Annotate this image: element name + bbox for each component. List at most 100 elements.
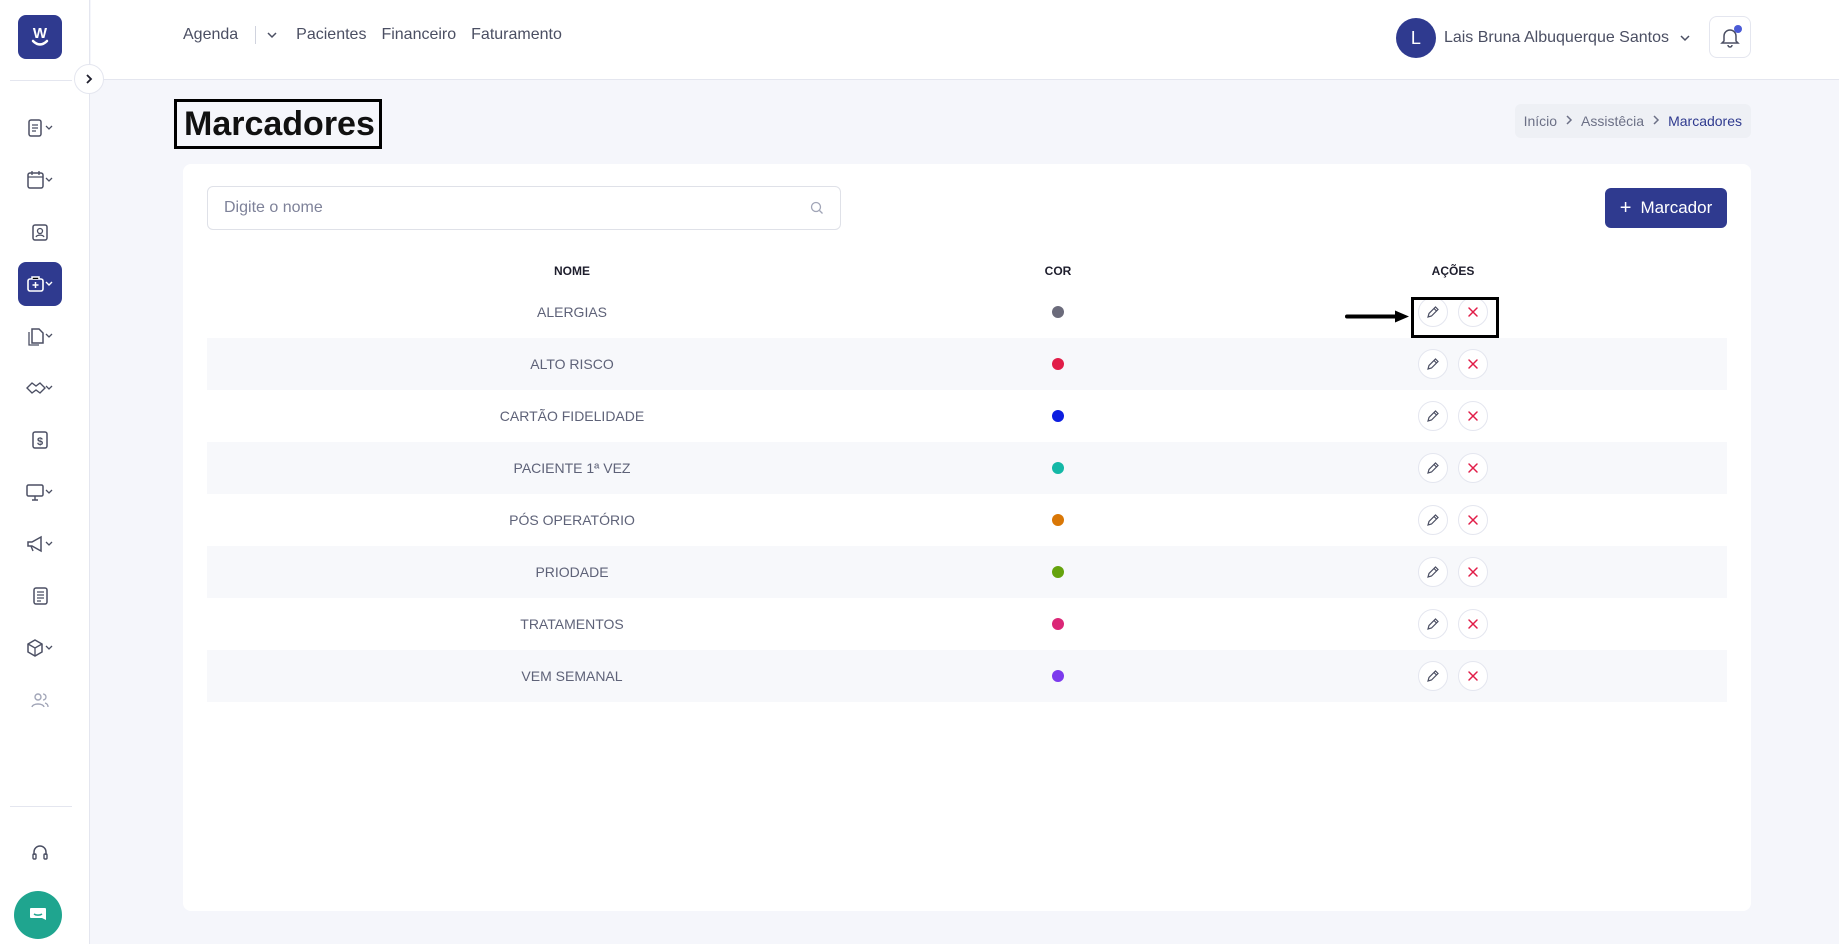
nav-assistencia[interactable]	[18, 262, 62, 306]
chevron-down-icon	[267, 32, 277, 39]
markers-card: + Marcador NOME COR AÇÕES ALERGIAS ALTO R…	[183, 164, 1751, 911]
marker-color-cell	[937, 566, 1179, 578]
logo-icon: W	[31, 25, 49, 46]
topnav-financeiro[interactable]: Financeiro	[381, 26, 457, 43]
add-marker-button[interactable]: + Marcador	[1605, 188, 1727, 228]
table-row: VEM SEMANAL	[207, 650, 1727, 702]
user-menu[interactable]: L Lais Bruna Albuquerque Santos	[1395, 18, 1691, 58]
breadcrumb: Início Assistêcia Marcadores	[1514, 104, 1751, 138]
pencil-icon	[1427, 618, 1439, 630]
topnav-agenda[interactable]: Agenda	[183, 26, 239, 43]
actions-cell	[1179, 453, 1727, 483]
marker-name: PÓS OPERATÓRIO	[509, 512, 635, 528]
nav-convenios[interactable]	[18, 366, 62, 410]
nav-usuarios[interactable]	[18, 678, 62, 722]
table-row: ALERGIAS	[207, 286, 1727, 338]
app-logo[interactable]: W	[18, 15, 62, 59]
marker-name: ALERGIAS	[536, 304, 608, 320]
close-icon	[1468, 671, 1478, 681]
users-icon	[31, 693, 49, 708]
delete-button[interactable]	[1458, 453, 1488, 483]
user-name: Lais Bruna Albuquerque Santos	[1443, 29, 1669, 46]
color-dot	[1052, 306, 1064, 318]
page-title: Marcadores	[184, 104, 375, 143]
edit-button[interactable]	[1418, 505, 1448, 535]
delete-button[interactable]	[1458, 349, 1488, 379]
nav-pacientes[interactable]	[18, 210, 62, 254]
close-icon	[1468, 411, 1478, 421]
color-dot	[1052, 462, 1064, 474]
delete-button[interactable]	[1458, 661, 1488, 691]
edit-button[interactable]	[1418, 297, 1448, 327]
color-dot	[1052, 358, 1064, 370]
edit-button[interactable]	[1418, 401, 1448, 431]
search-input[interactable]	[224, 199, 810, 217]
notification-badge	[1734, 25, 1742, 33]
nav-estoque[interactable]	[18, 626, 62, 670]
markers-table: NOME COR AÇÕES ALERGIAS ALTO RISCO CARTÃO …	[207, 256, 1727, 702]
notifications-button[interactable]	[1709, 16, 1751, 58]
table-row: CARTÃO FIDELIDADE	[207, 390, 1727, 442]
dollar-icon: $	[32, 431, 48, 449]
breadcrumb-assistencia[interactable]: Assistêcia	[1581, 113, 1645, 129]
nav-financeiro[interactable]: $	[18, 418, 62, 462]
chevron-right-icon	[86, 74, 93, 84]
actions-cell	[1179, 349, 1727, 379]
edit-button[interactable]	[1418, 349, 1448, 379]
column-header-cor: COR	[1044, 264, 1072, 278]
marker-color-cell	[937, 358, 1179, 370]
sidebar: W	[0, 0, 90, 944]
column-header-acoes: AÇÕES	[1431, 264, 1475, 278]
report-icon	[33, 587, 48, 605]
delete-button[interactable]	[1458, 297, 1488, 327]
chevron-right-icon	[1565, 114, 1573, 128]
close-icon	[1468, 515, 1478, 525]
edit-button[interactable]	[1418, 609, 1448, 639]
nav-documentos[interactable]	[18, 314, 62, 358]
marker-color-cell	[937, 410, 1179, 422]
add-marker-label: Marcador	[1640, 198, 1713, 217]
handshake-icon	[26, 382, 53, 394]
topnav-faturamento[interactable]: Faturamento	[471, 26, 562, 43]
topnav-pacientes[interactable]: Pacientes	[296, 26, 367, 43]
table-row: PRIODADE	[207, 546, 1727, 598]
megaphone-icon	[27, 535, 53, 553]
actions-cell	[1179, 297, 1727, 327]
sidebar-divider	[10, 80, 72, 81]
edit-button[interactable]	[1418, 661, 1448, 691]
actions-cell	[1179, 609, 1727, 639]
pencil-icon	[1427, 306, 1439, 318]
nav-agenda[interactable]	[18, 158, 62, 202]
nav-relatorios[interactable]	[18, 574, 62, 618]
chat-button[interactable]	[14, 891, 62, 939]
medical-bag-icon	[27, 276, 53, 292]
pencil-icon	[1427, 566, 1439, 578]
close-icon	[1468, 567, 1478, 577]
edit-button[interactable]	[1418, 453, 1448, 483]
delete-button[interactable]	[1458, 401, 1488, 431]
svg-text:$: $	[37, 436, 43, 448]
breadcrumb-inicio[interactable]: Início	[1523, 113, 1558, 129]
table-row: TRATAMENTOS	[207, 598, 1727, 650]
close-icon	[1468, 463, 1478, 473]
delete-button[interactable]	[1458, 505, 1488, 535]
agenda-dropdown-toggle[interactable]	[266, 31, 278, 39]
marker-color-cell	[937, 462, 1179, 474]
nav-suporte[interactable]	[18, 831, 62, 875]
color-dot	[1052, 410, 1064, 422]
monitor-icon	[26, 484, 53, 501]
sidebar-toggle-button[interactable]	[74, 64, 104, 94]
nav-telemedicina[interactable]	[18, 470, 62, 514]
avatar: L	[1395, 18, 1436, 58]
chevron-down-icon	[1680, 35, 1690, 42]
delete-button[interactable]	[1458, 557, 1488, 587]
marker-name: TRATAMENTOS	[520, 616, 624, 632]
nav-marketing[interactable]	[18, 522, 62, 566]
delete-button[interactable]	[1458, 609, 1488, 639]
contact-card-icon	[32, 224, 48, 241]
nav-prontuario[interactable]	[18, 106, 62, 150]
marker-name: CARTÃO FIDELIDADE	[499, 408, 645, 424]
pencil-icon	[1427, 358, 1439, 370]
close-icon	[1468, 359, 1478, 369]
edit-button[interactable]	[1418, 557, 1448, 587]
